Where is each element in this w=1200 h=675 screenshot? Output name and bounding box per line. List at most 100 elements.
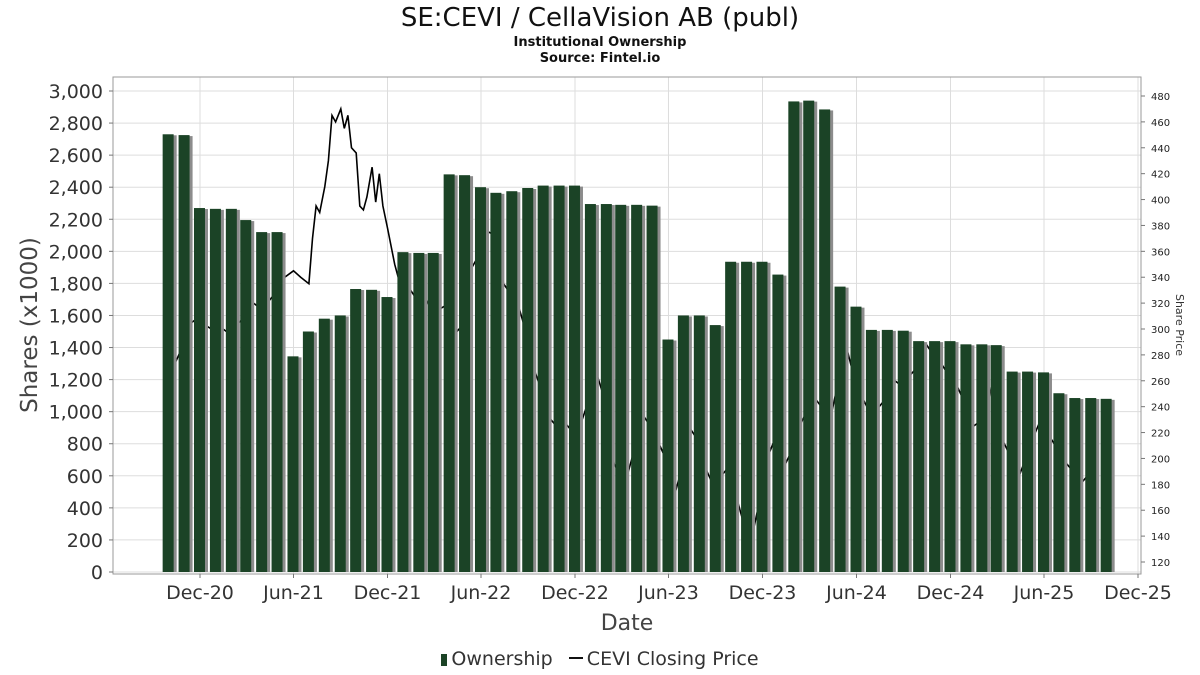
ownership-bar [1100, 398, 1112, 572]
ownership-bar [240, 220, 252, 572]
ownership-bar [662, 339, 674, 572]
ownership-bar [162, 134, 174, 573]
chart-subtitle: Institutional Ownership [513, 35, 687, 50]
legend-label-ownership: Ownership [451, 648, 553, 670]
legend-item-ownership[interactable]: Ownership [441, 648, 553, 670]
y-axis-label: Shares (x1000) [17, 237, 43, 413]
y2-tick-label: 460 [1151, 118, 1170, 129]
ownership-bar [413, 252, 425, 573]
ownership-bar [568, 185, 580, 572]
ownership-bar [427, 252, 439, 573]
y2-tick-label: 480 [1151, 92, 1170, 103]
ownership-bar [209, 208, 221, 572]
ownership-bar [256, 232, 268, 573]
ownership-bar [459, 175, 471, 573]
ownership-bar [584, 204, 596, 572]
legend-label-price: CEVI Closing Price [586, 648, 759, 670]
ownership-bars [162, 100, 1115, 573]
ownership-bar [522, 188, 534, 573]
x-axis-label: Date [601, 611, 654, 636]
ownership-bar [225, 208, 237, 572]
y-tick-label: 2,800 [49, 113, 103, 135]
y2-tick-label: 260 [1151, 377, 1170, 388]
y-tick-label: 1,000 [49, 402, 103, 424]
y2-tick-label: 360 [1151, 247, 1170, 258]
ownership-bar [350, 289, 362, 572]
ownership-bar [490, 192, 502, 573]
y-tick-label: 1,600 [49, 305, 103, 327]
y-tick-label: 600 [67, 466, 103, 488]
legend-item-price[interactable]: CEVI Closing Price [563, 648, 759, 670]
chart-source: Source: Fintel.io [539, 51, 661, 66]
ownership-bar [834, 286, 846, 572]
x-tick-label: Jun-23 [637, 582, 699, 604]
ownership-bar [677, 315, 689, 572]
ownership-bar [1085, 398, 1097, 572]
ownership-bar [693, 315, 705, 572]
y-tick-label: 2,400 [49, 177, 103, 199]
ownership-bar [397, 252, 409, 572]
ownership-bar [302, 331, 314, 572]
ownership-bar [615, 204, 627, 572]
x-tick-label: Dec-24 [917, 582, 985, 604]
x-tick-label: Jun-22 [450, 582, 512, 604]
ownership-bar [443, 174, 455, 572]
x-tick-label: Jun-25 [1013, 582, 1075, 604]
ownership-bar [976, 344, 988, 572]
ownership-bar [960, 344, 972, 572]
x-tick-label: Jun-21 [262, 582, 324, 604]
chart-legend: Ownership CEVI Closing Price [0, 648, 1200, 670]
ownership-bar [865, 329, 877, 572]
y2-tick-label: 420 [1151, 170, 1170, 181]
ownership-bar [474, 187, 486, 572]
y2-tick-label: 440 [1151, 144, 1170, 155]
ownership-bar [850, 306, 862, 572]
y2-tick-label: 120 [1151, 558, 1170, 569]
ownership-bar [1006, 371, 1018, 572]
y2-tick-label: 240 [1151, 403, 1170, 414]
y2-axis-label: Share Price [1173, 294, 1186, 356]
y-tick-label: 800 [67, 434, 103, 456]
y2-tick-label: 160 [1151, 506, 1170, 517]
ownership-bar [631, 204, 643, 572]
plot-frame [112, 76, 1142, 575]
y2-tick-label: 340 [1151, 273, 1170, 284]
y-tick-label: 2,600 [49, 145, 103, 167]
ownership-bar [756, 261, 768, 572]
ownership-bar [990, 345, 1002, 572]
y2-tick-label: 220 [1151, 429, 1170, 440]
legend-swatch-ownership [441, 654, 448, 666]
y-tick-label: 3,000 [49, 81, 103, 103]
ownership-bar [772, 274, 784, 572]
legend-swatch-price [568, 657, 583, 659]
ownership-bar [944, 341, 956, 572]
ownership-bar [929, 341, 941, 572]
ownership-bar [366, 289, 378, 572]
ownership-bar [788, 101, 800, 573]
y2-tick-label: 200 [1151, 454, 1170, 465]
ownership-bar [1037, 372, 1049, 572]
ownership-bar [741, 261, 753, 572]
ownership-bar [1022, 371, 1034, 572]
y2-tick-label: 380 [1151, 221, 1170, 232]
y-tick-label: 0 [91, 562, 103, 584]
ownership-bar [1069, 398, 1081, 572]
x-tick-label: Dec-21 [354, 582, 422, 604]
ownership-bar [193, 208, 205, 572]
ownership-bar [897, 330, 909, 572]
ownership-bar [334, 315, 346, 572]
y-tick-label: 2,000 [49, 241, 103, 263]
y2-tick-label: 320 [1151, 299, 1170, 310]
y-tick-label: 1,200 [49, 370, 103, 392]
ownership-bar [178, 135, 190, 572]
ownership-bar [537, 185, 549, 572]
y-tick-label: 400 [67, 498, 103, 520]
ownership-bar [819, 109, 831, 573]
y2-tick-label: 180 [1151, 480, 1170, 491]
ownership-bar [381, 297, 393, 572]
ownership-bar [646, 205, 658, 572]
y-tick-label: 1,800 [49, 273, 103, 295]
y2-axis: 120 140 160 180 200 220 240 260 280 300 320 340 360 3… [1141, 92, 1170, 569]
ownership-bar [1053, 393, 1065, 572]
